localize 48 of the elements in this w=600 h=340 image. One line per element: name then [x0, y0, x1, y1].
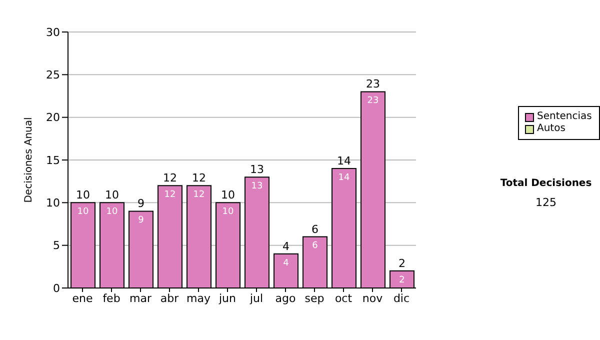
data-label: 12: [193, 190, 205, 200]
y-axis-title: Decisiones Anual: [24, 117, 35, 203]
legend-label: Sentencias: [537, 111, 592, 123]
total-label: 14: [337, 154, 351, 168]
y-tick-label: 25: [46, 68, 60, 82]
total-label: 23: [366, 78, 380, 91]
x-tick-label: ago: [275, 292, 296, 305]
x-tick-label: abr: [160, 292, 180, 305]
x-tick-label: nov: [362, 292, 384, 305]
data-label: 10: [106, 207, 118, 218]
text: 125: [534, 196, 558, 209]
total-label: 13: [250, 163, 264, 176]
y-tick-label: 10: [46, 196, 60, 210]
data-label: 14: [338, 172, 350, 183]
y-tick-label: 0: [53, 282, 60, 295]
x-tick-label: jun: [218, 292, 236, 305]
x-tick-label: ene: [72, 292, 93, 305]
y-tick-label: 30: [46, 26, 60, 39]
y-tick-label: 5: [53, 239, 60, 252]
total-label: 12: [163, 172, 177, 185]
total-label: 12: [192, 172, 206, 185]
x-tick-label: jul: [248, 292, 264, 305]
data-label: 4: [283, 258, 290, 268]
data-label: 6: [312, 241, 318, 252]
data-label: 12: [164, 190, 176, 200]
total-label: 4: [282, 240, 290, 253]
x-tick-label: mar: [130, 292, 152, 305]
data-label: 13: [251, 181, 263, 192]
y-tick-label: 15: [46, 154, 60, 167]
data-label: 9: [138, 216, 144, 226]
total-label: 10: [76, 188, 90, 202]
legend-label: Autos: [537, 123, 566, 135]
data-label: 10: [222, 207, 234, 218]
x-tick-label: dic: [393, 292, 410, 305]
data-label: 10: [77, 207, 89, 218]
data-label: 2: [399, 275, 405, 286]
data-label: 23: [367, 96, 379, 106]
x-tick-label: may: [186, 292, 211, 305]
total-label: 2: [398, 256, 406, 270]
total-label: 6: [312, 222, 318, 236]
x-tick-label: sep: [304, 292, 324, 305]
total-label: 9: [138, 197, 144, 210]
total-label: 10: [221, 188, 235, 202]
x-tick-label: feb: [102, 292, 120, 305]
total-label: 10: [105, 188, 119, 202]
text: Total Decisiones: [499, 178, 593, 189]
y-tick-label: 20: [46, 111, 60, 124]
x-tick-label: oct: [334, 292, 353, 305]
